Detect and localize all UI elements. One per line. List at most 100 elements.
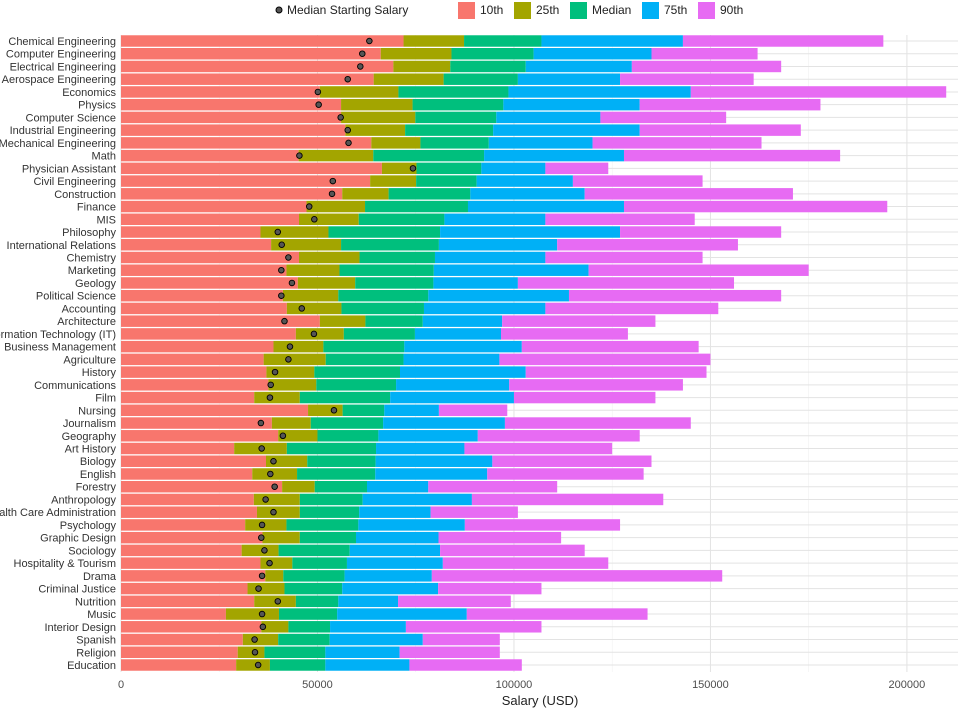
y-tick-label: Forestry [76,482,117,494]
bar-median [398,86,509,98]
bar-25th [308,404,343,417]
median-starting-salary-point [259,623,267,631]
bar-75th [375,455,493,467]
bar-90th [409,659,522,671]
y-tick-label: Nursing [78,405,116,417]
bar-10th [121,200,307,213]
median-starting-salary-point [366,37,373,45]
bar-25th [254,391,300,404]
bar-25th [262,531,300,544]
bar-90th [487,468,644,480]
y-tick-label: Accounting [62,303,116,315]
bar-10th [121,264,287,276]
median-starting-salary-point [251,649,259,656]
bar-75th [470,188,585,200]
bar-median [443,73,518,85]
bar-75th [362,493,472,506]
bar-10th [121,251,300,264]
bar-10th [121,149,299,162]
y-tick-label: Aerospace Engineering [2,74,116,86]
median-starting-salary-point [344,75,351,83]
bar-median [328,226,441,238]
bar-median [299,506,360,518]
bar-25th [282,289,339,302]
bar-median [412,98,504,111]
bar-90th [492,455,652,467]
legend-key-90th [698,2,715,19]
bar-25th [242,633,279,646]
y-tick-label: Math [92,151,116,163]
bar-10th [121,86,320,98]
bar-10th [121,162,382,175]
median-starting-salary-point [267,470,274,478]
median-starting-salary-point [261,547,268,554]
bar-10th [121,315,320,327]
bar-25th [286,302,342,315]
bar-25th [237,646,265,658]
y-tick-label: Criminal Justice [38,584,116,596]
bar-25th [371,137,421,149]
bar-median [278,608,338,620]
bar-median [297,468,376,480]
bar-median [292,557,347,569]
bar-median [295,595,339,608]
bar-90th [620,226,782,238]
bar-median [307,455,376,467]
bar-90th [639,98,821,111]
bar-75th [508,86,691,98]
bar-25th [380,48,452,60]
bar-10th [121,379,269,391]
median-starting-salary-point [255,585,262,592]
bar-25th [341,111,416,124]
median-starting-salary-point [285,356,292,363]
points [251,37,417,669]
bar-90th [504,417,691,429]
legend-key-median [570,2,587,19]
bar-10th [121,468,253,480]
y-tick-label: Psychology [60,520,117,532]
y-tick-label: Nutrition [75,596,116,608]
bar-90th [592,137,762,149]
y-tick-label: Agriculture [63,354,116,366]
bar-90th [509,379,683,391]
y-tick-label: Art History [65,444,117,456]
bar-90th [431,570,723,582]
y-tick-label: Political Science [36,291,116,303]
median-starting-salary-point [298,305,306,312]
bar-10th [121,633,243,646]
bar-90th [545,162,609,175]
median-starting-salary-point [270,457,277,465]
bar-90th [623,200,888,213]
bar-90th [525,366,707,378]
bar-25th [273,340,324,353]
bar-median [342,404,385,417]
y-tick-label: Drama [83,571,117,583]
bar-25th [241,544,279,557]
bar-25th [345,124,406,136]
median-starting-salary-point [409,165,417,172]
median-starting-salary-point [278,266,285,274]
bar-90th [399,646,500,658]
bar-25th [299,213,359,226]
bar-25th [298,149,374,162]
bar-75th [342,582,439,595]
bar-10th [121,328,296,340]
bar-25th [236,659,270,671]
bar-25th [266,366,315,378]
bar-75th [383,417,505,429]
bar-90th [682,35,884,47]
bar-10th [121,391,255,404]
median-starting-salary-point [279,432,287,440]
bar-10th [121,60,394,73]
bar-median [358,213,445,226]
bar-75th [541,35,683,47]
bar-90th [477,430,640,442]
bar-10th [121,98,342,111]
bar-median [284,582,343,595]
bar-median [323,340,405,353]
y-tick-label: Film [95,393,116,405]
bar-90th [464,442,613,455]
bar-25th [299,251,360,264]
bar-10th [121,226,261,238]
bar-75th [481,162,546,175]
